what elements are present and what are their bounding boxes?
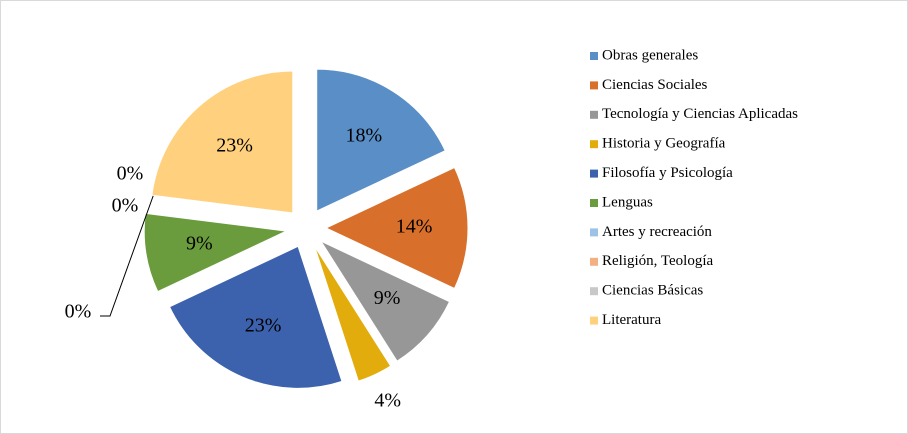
legend-label: Lenguas — [602, 194, 653, 210]
pie-slice — [324, 166, 469, 290]
legend-swatch — [590, 169, 598, 178]
data-label: 9% — [186, 232, 213, 254]
legend-swatch — [590, 287, 598, 296]
data-label: 14% — [396, 216, 433, 238]
data-label: 4% — [374, 389, 401, 411]
legend-swatch — [590, 52, 598, 60]
legend-label: Artes y recreación — [602, 224, 712, 240]
legend-label: Ciencias Sociales — [602, 77, 708, 93]
legend-label: Obras generales — [602, 47, 698, 63]
legend-swatch — [590, 228, 598, 237]
pie-slice — [319, 240, 451, 362]
data-label: 0% — [112, 195, 139, 217]
legend-swatch — [590, 199, 598, 207]
legend-label: Tecnología y Ciencias Aplicadas — [602, 106, 798, 122]
legend-swatch — [590, 140, 598, 149]
data-label: 0% — [65, 301, 92, 323]
legend-label: Historia y Geografía — [602, 136, 726, 152]
data-label: 18% — [346, 124, 383, 146]
legend-swatch — [590, 110, 598, 119]
legend-label: Filosofía y Psicología — [602, 165, 733, 181]
data-label: 0% — [117, 163, 144, 185]
pie-slice — [151, 70, 294, 214]
pie-slice — [143, 212, 289, 293]
data-label: 9% — [374, 287, 401, 309]
leader-line — [100, 187, 157, 317]
pie-slice — [168, 245, 343, 389]
pie-slice — [316, 68, 446, 212]
legend-swatch — [590, 316, 598, 325]
legend-label: Ciencias Básicas — [602, 283, 703, 299]
pie-slice — [314, 245, 392, 382]
legend-label: Religión, Teología — [602, 253, 714, 269]
legend-label: Literatura — [602, 312, 661, 328]
legend-swatch — [590, 81, 598, 90]
data-label: 23% — [245, 315, 282, 337]
data-label: 23% — [216, 135, 253, 157]
legend-swatch — [590, 257, 598, 266]
